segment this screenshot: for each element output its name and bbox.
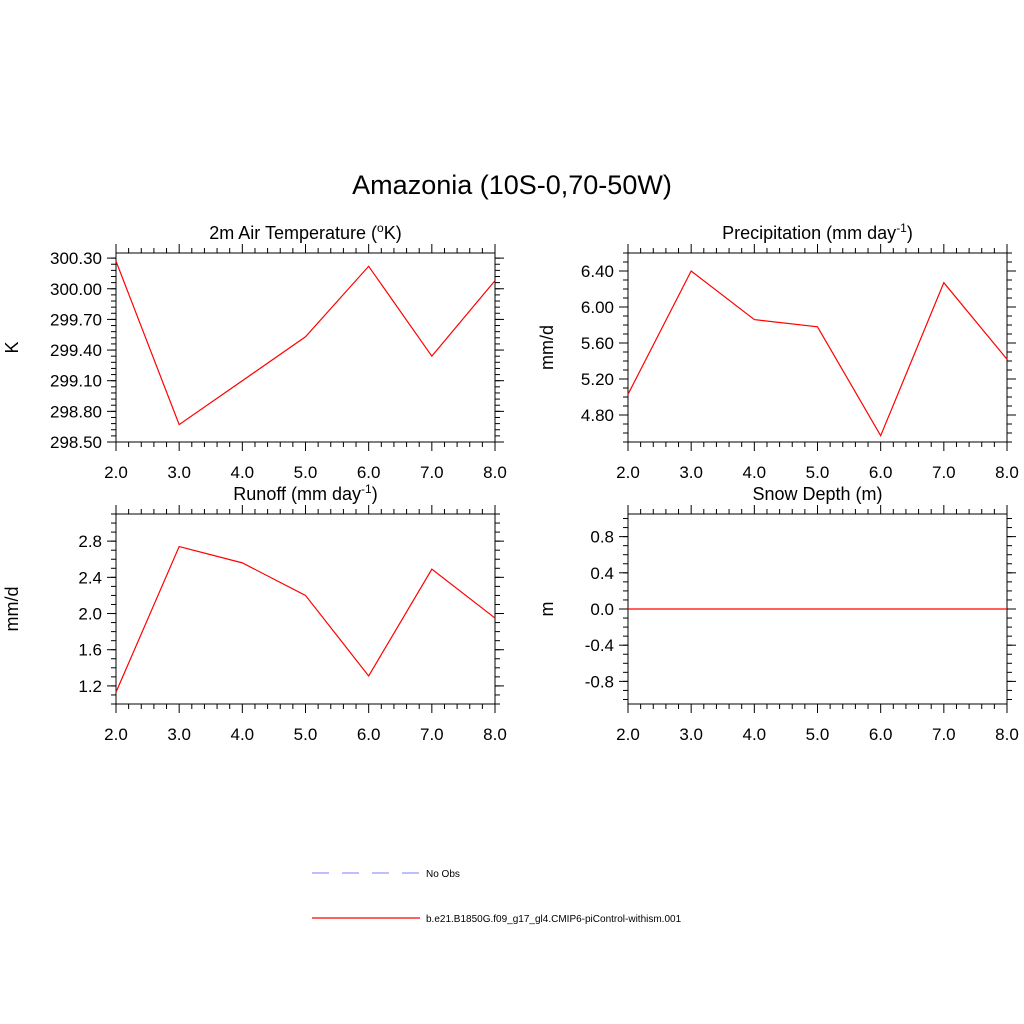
x-tick-label: 5.0 [806, 725, 830, 744]
y-axis-label: mm/d [2, 587, 22, 632]
plot-frame [115, 513, 496, 705]
panel-runoff: Runoff (mm day-1) 2.0 3.0 4.0 5.0 6.0 7.0 8.0 1.… [2, 482, 507, 744]
y-tick-label: 6.40 [581, 262, 614, 281]
y-tick-label: 299.10 [50, 372, 102, 391]
legend-label: No Obs [426, 869, 460, 880]
y-axis-label: mm/d [537, 325, 557, 370]
x-tick-label: 4.0 [231, 725, 255, 744]
y-tick-label: 2.0 [78, 605, 102, 624]
panel-title: Precipitation (mm day-1) [722, 221, 913, 243]
x-tick-label: 7.0 [420, 463, 444, 482]
y-tick-label: 4.80 [581, 406, 614, 425]
x-tick-label: 7.0 [420, 725, 444, 744]
series-line [115, 545, 496, 693]
x-tick-label: 8.0 [995, 463, 1019, 482]
panel-title: 2m Air Temperature (oK) [209, 221, 401, 243]
x-tick-label: 8.0 [483, 463, 507, 482]
x-tick-label: 5.0 [806, 463, 830, 482]
x-tick-label: 4.0 [231, 463, 255, 482]
y-tick-label: 1.6 [78, 641, 102, 660]
panel-snow: Snow Depth (m) 2.0 3.0 4.0 5.0 6.0 7.0 8.0 -0.8 -… [537, 484, 1019, 744]
y-tick-label: 5.60 [581, 334, 614, 353]
legend-label: b.e21.B1850G.f09_g17_gl4.CMIP6-piControl… [426, 914, 682, 925]
y-tick-label: 0.4 [590, 564, 614, 583]
panel-precip: Precipitation (mm day-1) 2.0 3.0 4.0 5.0 6.0 7… [537, 221, 1019, 482]
panel-title: Runoff (mm day-1) [233, 482, 377, 504]
x-tick-label: 3.0 [167, 463, 191, 482]
y-tick-label: 2.8 [78, 532, 102, 551]
x-tick-label: 2.0 [616, 725, 640, 744]
y-tick-label: 300.00 [50, 280, 102, 299]
y-tick-label: 0.0 [590, 600, 614, 619]
x-tick-label: 3.0 [167, 725, 191, 744]
plot-frame [627, 252, 1008, 443]
x-tick-label: 6.0 [869, 463, 893, 482]
x-tick-label: 7.0 [932, 463, 956, 482]
y-tick-label: 0.8 [590, 528, 614, 547]
x-tick-label: 4.0 [743, 463, 767, 482]
y-tick-label: 300.30 [50, 249, 102, 268]
y-tick-label: 5.20 [581, 370, 614, 389]
y-tick-label: 2.4 [78, 568, 102, 587]
x-tick-label: 5.0 [294, 463, 318, 482]
y-tick-label: 1.2 [78, 677, 102, 696]
x-tick-label: 3.0 [679, 725, 703, 744]
x-tick-label: 3.0 [679, 463, 703, 482]
x-tick-label: 2.0 [616, 463, 640, 482]
y-tick-label: -0.4 [585, 636, 614, 655]
x-tick-label: 8.0 [995, 725, 1019, 744]
x-tick-label: 2.0 [104, 463, 128, 482]
y-tick-label: 298.50 [50, 433, 102, 452]
series-line [627, 270, 1008, 438]
plot-frame [115, 252, 496, 443]
y-tick-label: 299.70 [50, 310, 102, 329]
y-tick-label: 298.80 [50, 402, 102, 421]
x-tick-label: 6.0 [357, 725, 381, 744]
x-tick-label: 6.0 [357, 463, 381, 482]
x-tick-label: 6.0 [869, 725, 893, 744]
y-tick-label: 299.40 [50, 341, 102, 360]
y-tick-label: -0.8 [585, 672, 614, 691]
legend: No Obs b.e21.B1850G.f09_g17_gl4.CMIP6-piC… [312, 869, 682, 925]
figure-title: Amazonia (10S-0,70-50W) [352, 170, 672, 200]
y-axis-label: K [2, 341, 22, 353]
series-line [115, 260, 496, 426]
y-axis-label: m [537, 602, 557, 617]
x-tick-label: 5.0 [294, 725, 318, 744]
panel-temp: 2m Air Temperature (oK) 2.0 3.0 4.0 5.0 6.0 7.… [2, 221, 507, 482]
y-tick-label: 6.00 [581, 298, 614, 317]
x-tick-label: 4.0 [743, 725, 767, 744]
panel-title: Snow Depth (m) [752, 484, 882, 504]
x-tick-label: 7.0 [932, 725, 956, 744]
x-tick-label: 8.0 [483, 725, 507, 744]
x-tick-label: 2.0 [104, 725, 128, 744]
